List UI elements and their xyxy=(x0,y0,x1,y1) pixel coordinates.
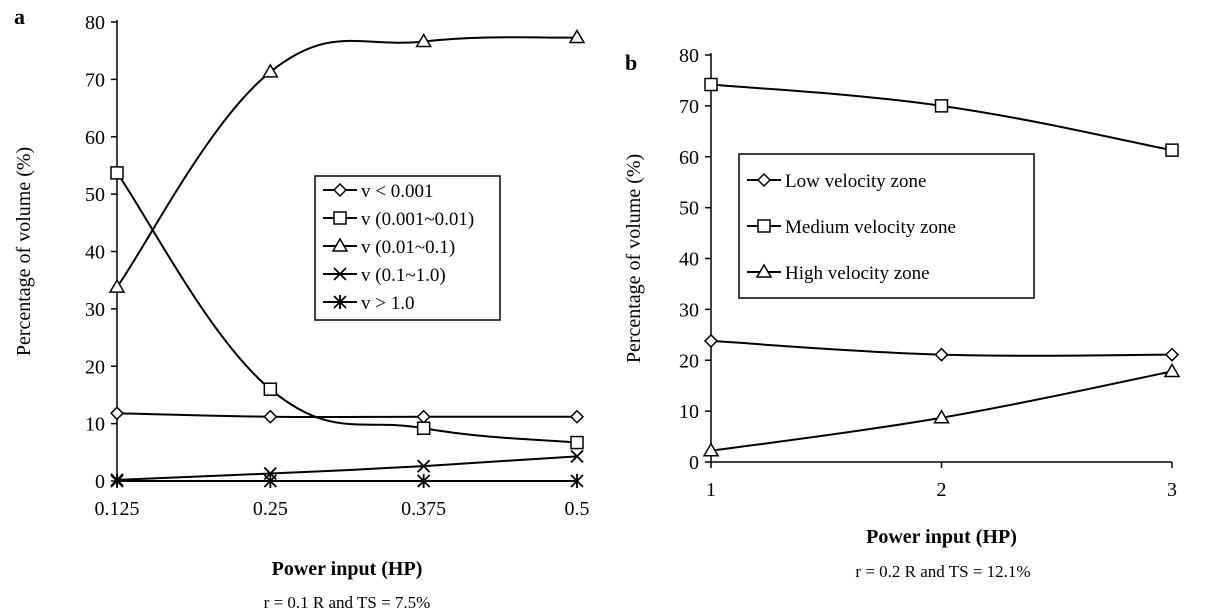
a-caption: r = 0.1 R and TS = 7.5% xyxy=(264,593,431,612)
b-legend-label: High velocity zone xyxy=(785,263,930,284)
a-point-diamond xyxy=(569,409,585,424)
chart-a: 0 10 20 30 40 50 60 70 80 0.125 0.25 0.375 0.5 Power … xyxy=(13,12,590,612)
b-point-square xyxy=(704,77,718,92)
b-point-triangle xyxy=(933,409,950,424)
a-legend-label: v (0.01~0.1) xyxy=(361,237,455,258)
a-legend: v < 0.001 v (0.001~0.01) v (0.01~0.1) v (0.… xyxy=(314,175,501,321)
a-y-tick-label: 60 xyxy=(85,127,105,149)
a-y-axis-title: Percentage of volume (%) xyxy=(13,147,35,356)
b-y-tick-label: 60 xyxy=(679,147,699,169)
b-point-diamond xyxy=(1164,347,1180,362)
b-legend-label: Medium velocity zone xyxy=(785,217,956,238)
a-point-x xyxy=(417,459,431,473)
a-x-tick-label: 0.25 xyxy=(253,498,288,520)
b-point-square xyxy=(934,99,949,113)
a-series-line xyxy=(116,412,577,419)
a-point-x xyxy=(570,449,584,463)
a-x-tick-label: 0.125 xyxy=(95,498,140,520)
a-x-tick-label: 0.5 xyxy=(565,498,590,520)
b-y-tick-label: 20 xyxy=(679,350,699,372)
a-y-tick-label: 10 xyxy=(85,414,105,436)
a-point-square xyxy=(570,435,584,450)
a-point-diamond xyxy=(416,409,431,424)
a-series-line xyxy=(116,455,578,481)
panel-a-label: a xyxy=(14,4,25,29)
b-legend-marker xyxy=(755,263,773,278)
b-point-square xyxy=(1165,143,1179,157)
b-point-triangle xyxy=(1163,362,1181,378)
a-legend-marker xyxy=(331,237,349,252)
a-point-diamond xyxy=(109,406,125,421)
b-point-diamond xyxy=(703,333,719,348)
a-point-square xyxy=(110,166,124,180)
a-y-tick-label: 70 xyxy=(85,69,105,91)
b-y-tick-label: 0 xyxy=(689,452,699,474)
b-x-axis-title: Power input (HP) xyxy=(866,526,1017,548)
b-x-tick-label: 3 xyxy=(1167,479,1177,501)
a-legend-marker xyxy=(333,267,347,281)
b-x-tick-label: 1 xyxy=(706,479,716,501)
a-point-square xyxy=(263,382,278,396)
panel-b-label: b xyxy=(625,50,637,75)
b-legend-marker xyxy=(756,172,772,188)
a-series-line xyxy=(116,172,578,444)
a-legend-label: v > 1.0 xyxy=(361,293,414,314)
a-point-triangle xyxy=(568,29,586,44)
a-legend-label: v (0.1~1.0) xyxy=(361,265,446,286)
a-point-star xyxy=(570,474,584,488)
b-y-tick-label: 50 xyxy=(679,198,699,220)
a-point-triangle xyxy=(262,63,279,78)
a-x-tick-label: 0.375 xyxy=(401,498,446,520)
a-y-tick-label: 20 xyxy=(85,356,105,378)
b-caption: r = 0.2 R and TS = 12.1% xyxy=(855,562,1030,581)
b-point-triangle xyxy=(702,442,720,457)
a-legend-label: v < 0.001 xyxy=(361,181,433,202)
a-y-tick-label: 40 xyxy=(85,242,105,264)
a-y-tick-label: 0 xyxy=(95,471,105,493)
a-x-axis-title: Power input (HP) xyxy=(272,558,423,580)
a-point-diamond xyxy=(263,409,278,424)
a-point-star xyxy=(263,474,277,488)
b-y-axis-title: Percentage of volume (%) xyxy=(623,154,645,363)
chart-b: 0 10 20 30 40 50 60 70 80 1 2 3 Power input (HP) Perc… xyxy=(623,45,1181,581)
a-y-tick-label: 80 xyxy=(85,12,105,34)
a-legend-marker xyxy=(333,211,347,225)
a-point-triangle xyxy=(108,278,126,293)
a-legend-label: v (0.001~0.01) xyxy=(361,209,474,230)
b-y-tick-label: 10 xyxy=(679,401,699,423)
a-point-square xyxy=(416,421,431,435)
b-legend-label: Low velocity zone xyxy=(785,171,926,192)
a-y-tick-label: 50 xyxy=(85,184,105,206)
b-legend-marker xyxy=(757,219,771,233)
a-y-tick-label: 30 xyxy=(85,299,105,321)
a-point-star xyxy=(417,474,431,488)
a-legend-marker xyxy=(332,182,348,198)
b-series-line xyxy=(710,83,1173,152)
b-x-tick-label: 2 xyxy=(937,479,947,501)
a-point-star xyxy=(110,474,124,488)
b-y-tick-label: 80 xyxy=(679,45,699,67)
b-point-diamond xyxy=(934,347,949,362)
a-point-triangle xyxy=(415,33,432,48)
b-legend-box xyxy=(738,153,1035,299)
a-series-line xyxy=(116,36,578,288)
b-y-tick-label: 30 xyxy=(679,299,699,321)
b-legend: Low velocity zone Medium velocity zone Hig… xyxy=(738,153,1035,299)
b-y-tick-label: 70 xyxy=(679,96,699,118)
a-legend-marker xyxy=(333,295,347,309)
b-y-tick-label: 40 xyxy=(679,249,699,271)
